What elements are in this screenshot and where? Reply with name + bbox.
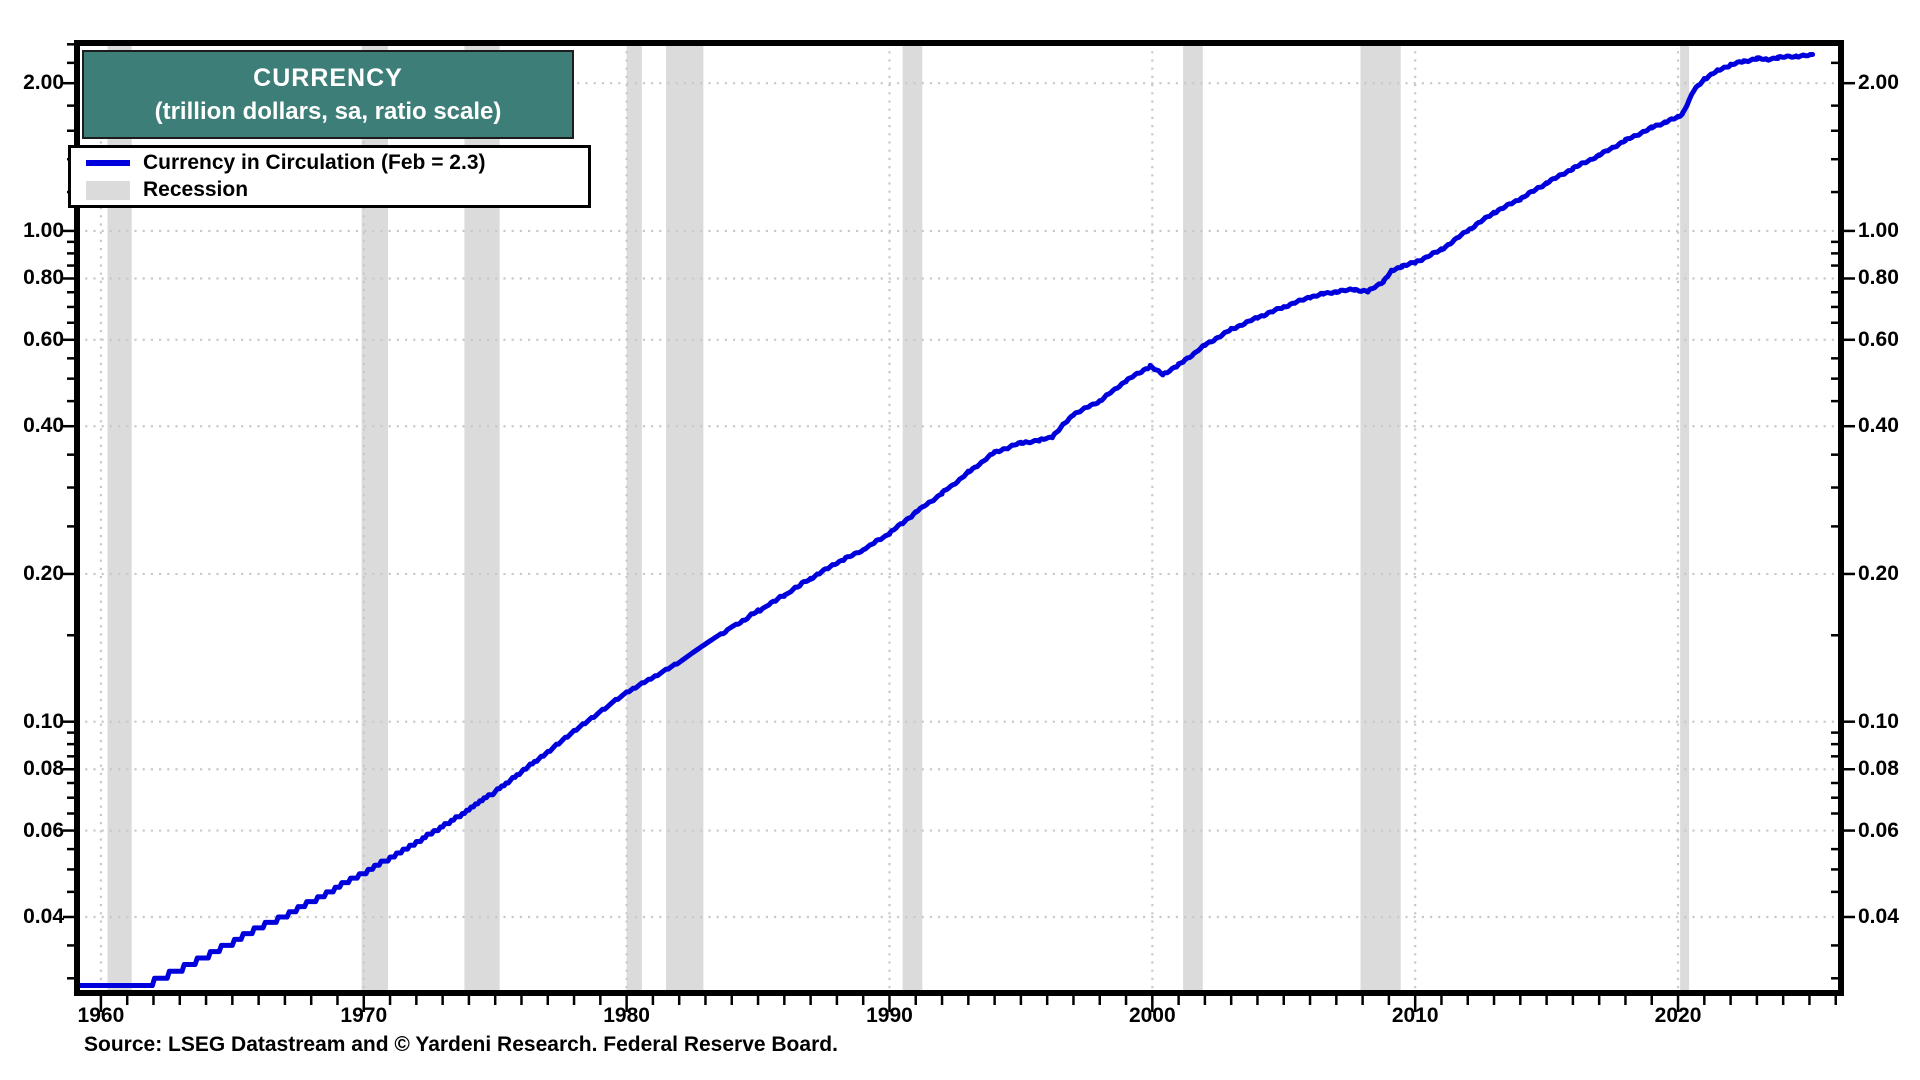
x-axis-label: 1970 (340, 1004, 388, 1027)
recession-band (1360, 43, 1401, 993)
y-axis-label-right: 0.10 (1858, 709, 1899, 733)
legend-item-currency: Currency in Circulation (Feb = 2.3) (86, 151, 588, 175)
y-axis-label-right: 0.60 (1858, 327, 1899, 351)
legend-label: Recession (143, 178, 249, 201)
y-axis-label-left: 0.40 (23, 414, 64, 438)
y-axis-label-left: 0.06 (23, 818, 64, 842)
y-axis-label-left: 0.80 (23, 266, 64, 290)
x-axis-label: 2000 (1128, 1004, 1176, 1027)
y-axis-label-left: 0.04 (23, 904, 64, 928)
y-axis-label-left: 0.60 (23, 327, 64, 351)
y-axis-label-left: 2.00 (23, 71, 64, 95)
x-axis-label: 2010 (1391, 1004, 1439, 1027)
y-axis-label-left: 0.08 (23, 757, 64, 781)
y-axis-label-right: 0.20 (1858, 561, 1899, 585)
legend-label: Currency in Circulation (Feb = 2.3) (143, 151, 486, 174)
chart-title: CURRENCY (253, 63, 403, 92)
line-swatch-icon (86, 160, 130, 166)
x-axis-label: 1980 (603, 1004, 650, 1027)
x-axis-label: 2020 (1654, 1004, 1702, 1027)
y-axis-label-right: 0.06 (1858, 818, 1899, 842)
recession-band (1183, 43, 1203, 993)
x-axis-label: 1960 (77, 1004, 125, 1027)
y-axis-label-right: 2.00 (1858, 71, 1899, 95)
currency-line (77, 52, 1816, 988)
recession-band (1680, 43, 1690, 993)
y-axis-label-right: 0.40 (1858, 414, 1899, 438)
source-note: Source: LSEG Datastream and © Yardeni Re… (84, 1033, 838, 1056)
recession-band (626, 43, 642, 993)
y-axis-label-left: 1.00 (23, 218, 64, 242)
recession-band (666, 43, 704, 993)
x-axis-label: 1990 (866, 1004, 913, 1027)
y-axis-label-left: 0.20 (23, 561, 64, 585)
chart-subtitle: (trillion dollars, sa, ratio scale) (154, 97, 502, 125)
plot-border (74, 40, 1844, 996)
y-axis-label-right: 0.04 (1858, 904, 1899, 928)
y-axis-label-left: 0.10 (23, 709, 64, 733)
y-axis-label-right: 0.80 (1858, 266, 1899, 290)
recession-swatch-icon (86, 180, 130, 200)
legend-item-recession: Recession (86, 178, 588, 202)
chart-title-box: CURRENCY (trillion dollars, sa, ratio sc… (82, 50, 574, 139)
legend: Currency in Circulation (Feb = 2.3) Rece… (68, 145, 591, 208)
y-axis-label-right: 0.08 (1858, 757, 1899, 781)
y-axis-label-right: 1.00 (1858, 218, 1899, 242)
